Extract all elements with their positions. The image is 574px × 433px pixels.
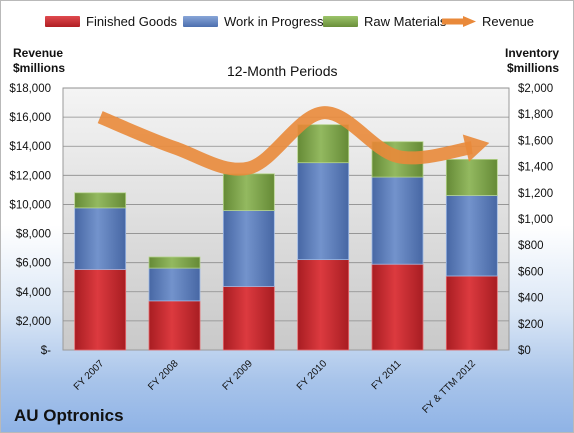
x-tick-label: FY & TTM 2012 (421, 358, 479, 416)
right-tick-label: $400 (518, 293, 544, 305)
legend-finished-goods: Finished Goods (45, 14, 177, 29)
right-axis-title-line-1: Inventory (504, 46, 559, 60)
x-tick-label: FY 2007 (72, 358, 107, 393)
right-tick-label: $1,400 (518, 162, 553, 174)
legend-swatch-work-in-progress (183, 16, 218, 27)
bar-raw-materials (222, 173, 275, 211)
left-tick-label: $16,000 (9, 112, 51, 124)
legend-raw-materials: Raw Materials (323, 14, 446, 29)
left-tick-label: $4,000 (16, 287, 51, 299)
right-tick-label: $1,200 (518, 188, 553, 200)
bar-finished-goods (74, 269, 127, 351)
legend-label-revenue: Revenue (482, 14, 535, 29)
right-tick-label: $800 (518, 240, 544, 252)
bar-raw-materials (74, 192, 127, 209)
right-tick-label: $200 (518, 319, 544, 331)
right-axis-title-line-2: $millions (506, 61, 559, 75)
company-name: AU Optronics (14, 406, 124, 425)
legend-label-finished-goods: Finished Goods (86, 14, 178, 29)
left-axis-title: Revenue $millions (13, 46, 65, 76)
legend-label-work-in-progress: Work in Progress (224, 14, 324, 29)
left-tick-label: $10,000 (9, 199, 51, 211)
left-tick-label: $6,000 (16, 258, 51, 270)
bar-finished-goods (445, 275, 498, 351)
legend-swatch-raw-materials (323, 16, 358, 27)
bar-raw-materials (297, 124, 350, 164)
left-tick-label: $14,000 (9, 141, 51, 153)
right-tick-label: $2,000 (518, 83, 553, 95)
left-tick-label: $8,000 (16, 229, 51, 241)
bar-raw-materials (148, 256, 201, 269)
right-tick-label: $600 (518, 266, 544, 278)
left-tick-label: $- (41, 345, 51, 357)
chart-subtitle: 12-Month Periods (227, 63, 338, 79)
legend-label-raw-materials: Raw Materials (364, 14, 447, 29)
left-tick-label: $2,000 (16, 316, 51, 328)
right-tick-label: $1,600 (518, 135, 553, 147)
revenue-line (97, 106, 473, 176)
bar-raw-materials (445, 158, 498, 196)
legend-work-in-progress: Work in Progress (183, 14, 323, 29)
left-tick-label: $12,000 (9, 170, 51, 182)
bar-finished-goods (148, 300, 201, 351)
x-tick-label: FY 2008 (146, 358, 181, 393)
bar-work-in-progress (297, 162, 350, 261)
bar-finished-goods (371, 263, 424, 351)
legend-swatch-finished-goods (45, 16, 80, 27)
bar-work-in-progress (445, 195, 498, 277)
x-tick-label: FY 2011 (370, 358, 404, 392)
bar-finished-goods (222, 286, 275, 351)
bar-work-in-progress (222, 210, 275, 287)
legend-revenue: Revenue (441, 14, 534, 29)
bar-work-in-progress (74, 207, 127, 270)
right-tick-label: $0 (518, 345, 531, 357)
bar-work-in-progress (371, 176, 424, 265)
left-axis-title-line-2: $millions (13, 61, 66, 75)
bar-work-in-progress (148, 267, 201, 302)
x-tick-label: FY 2010 (295, 358, 330, 393)
left-tick-label: $18,000 (9, 83, 51, 95)
revenue-arrowhead (462, 134, 490, 162)
left-axis-title-line-1: Revenue (13, 46, 64, 60)
bar-finished-goods (297, 259, 350, 351)
right-axis-title: Inventory $millions (505, 46, 559, 76)
legend-swatch-revenue (441, 16, 476, 27)
x-tick-label: FY 2009 (221, 358, 256, 393)
right-tick-label: $1,000 (518, 214, 553, 226)
right-tick-label: $1,800 (518, 109, 553, 121)
